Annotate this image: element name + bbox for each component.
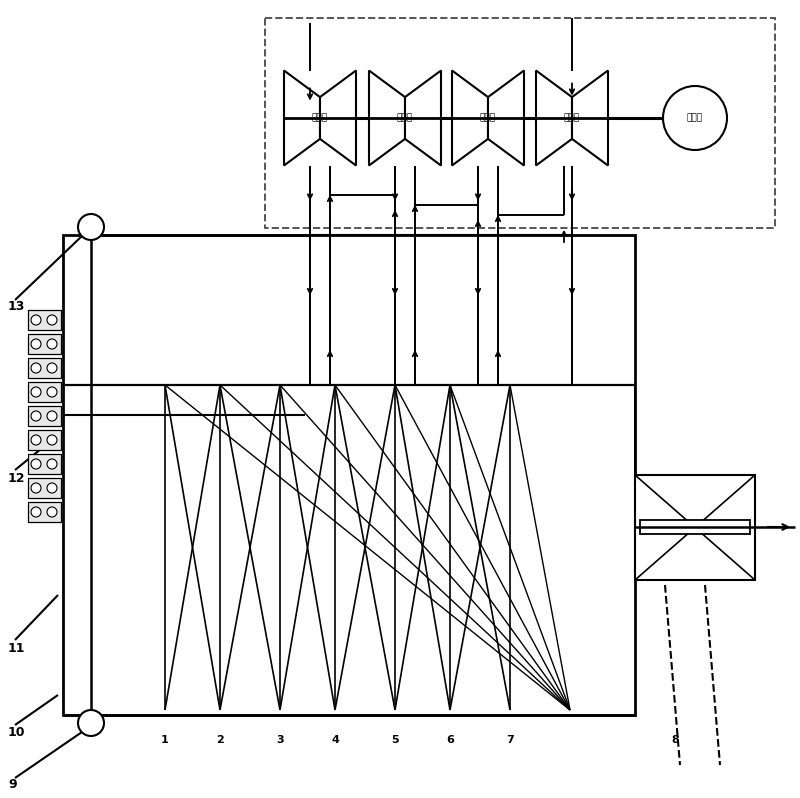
Circle shape (663, 86, 727, 150)
Text: 4: 4 (331, 735, 339, 745)
Circle shape (47, 435, 57, 445)
Polygon shape (369, 70, 405, 165)
Bar (28, 478, 61, 498)
Polygon shape (320, 70, 356, 165)
Text: 低压缸: 低压缸 (564, 113, 580, 123)
Circle shape (31, 363, 41, 373)
Text: 8: 8 (671, 735, 679, 745)
Circle shape (78, 214, 104, 240)
Circle shape (47, 411, 57, 421)
Circle shape (31, 315, 41, 325)
Bar (28, 430, 61, 450)
Polygon shape (452, 70, 488, 165)
Bar (28, 454, 61, 474)
Text: 5: 5 (391, 735, 399, 745)
Polygon shape (405, 70, 441, 165)
Text: 发电机: 发电机 (687, 113, 703, 123)
Bar (28, 406, 61, 426)
Text: 11: 11 (8, 642, 26, 654)
Text: 3: 3 (276, 735, 284, 745)
Circle shape (47, 339, 57, 349)
Circle shape (31, 435, 41, 445)
Circle shape (47, 459, 57, 469)
Polygon shape (536, 70, 572, 165)
Polygon shape (488, 70, 524, 165)
Circle shape (31, 507, 41, 517)
Bar (28, 310, 61, 330)
Text: 6: 6 (446, 735, 454, 745)
Bar (635, 475, 755, 580)
Text: 12: 12 (8, 472, 26, 484)
Polygon shape (284, 70, 320, 165)
Text: 中压缸: 中压缸 (480, 113, 496, 123)
Circle shape (31, 339, 41, 349)
Circle shape (31, 387, 41, 397)
Circle shape (47, 315, 57, 325)
Bar (28, 382, 61, 402)
Circle shape (47, 507, 57, 517)
Circle shape (31, 411, 41, 421)
Bar (28, 358, 61, 378)
Bar (265, 18, 775, 228)
Circle shape (78, 710, 104, 736)
Circle shape (31, 459, 41, 469)
Bar (28, 502, 61, 522)
Circle shape (47, 483, 57, 493)
Bar (640, 520, 750, 534)
Text: 2: 2 (216, 735, 224, 745)
Bar (28, 334, 61, 354)
Text: 高压缸: 高压缸 (312, 113, 328, 123)
Text: 1: 1 (161, 735, 169, 745)
Text: 7: 7 (506, 735, 514, 745)
Circle shape (47, 363, 57, 373)
Text: 9: 9 (8, 779, 17, 792)
Text: 10: 10 (8, 726, 26, 740)
Bar (63, 235, 635, 715)
Polygon shape (572, 70, 608, 165)
Circle shape (31, 483, 41, 493)
Text: 中压缸: 中压缸 (397, 113, 413, 123)
Circle shape (47, 387, 57, 397)
Text: 13: 13 (8, 301, 26, 314)
